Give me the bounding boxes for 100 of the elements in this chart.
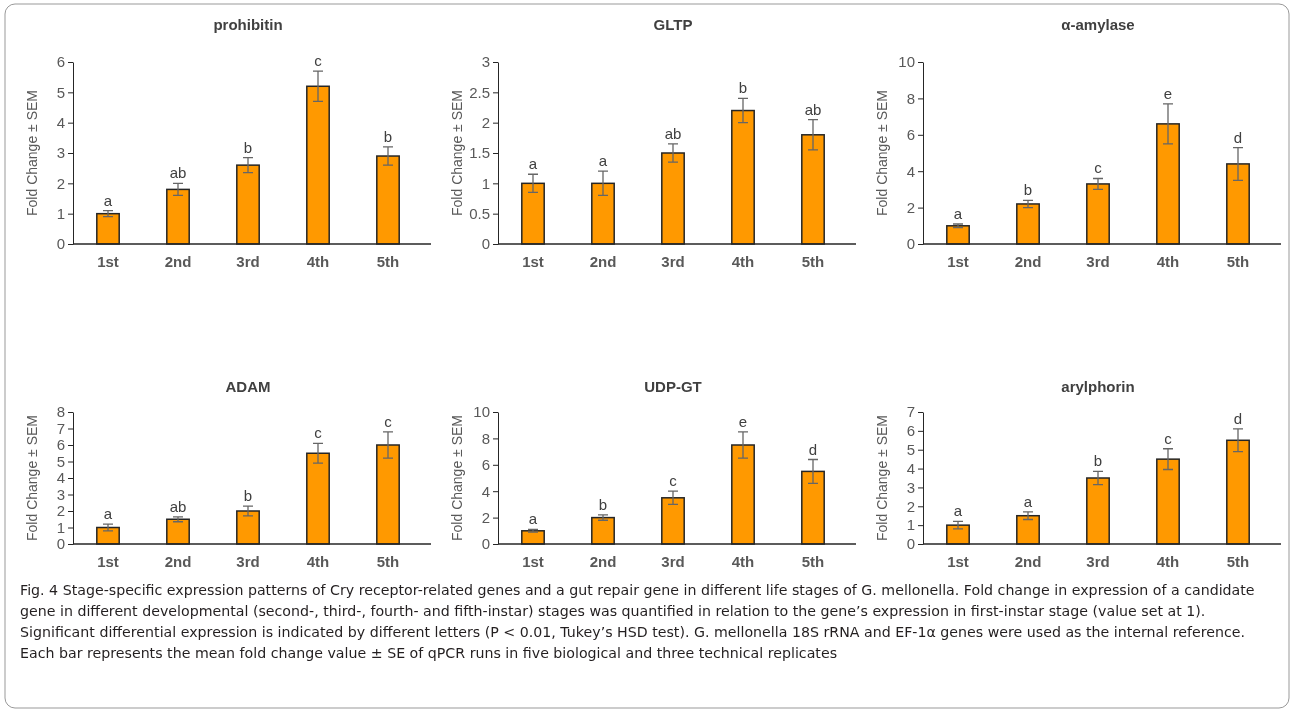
annotation: d — [808, 440, 818, 458]
y-tick-label: 0 — [906, 535, 915, 553]
annotation: ab — [664, 124, 682, 142]
y-tick-label: 1 — [56, 518, 65, 536]
annotation: b — [243, 138, 253, 156]
annotation: c — [669, 472, 678, 490]
x-tick-label: 5th — [1226, 552, 1250, 570]
y-tick-label: 8 — [481, 429, 490, 447]
y-tick-label: 0 — [56, 235, 65, 253]
y-tick-label: 8 — [906, 89, 915, 107]
y-tick-label: 10 — [473, 403, 490, 421]
y-axis-title: Fold Change ± SEM — [24, 90, 40, 216]
x-tick-label: 1st — [522, 252, 544, 270]
y-tick-label: 1 — [906, 516, 915, 534]
annotation: ab — [804, 100, 822, 118]
annotation: ab — [169, 164, 187, 182]
annotation: d — [1233, 128, 1243, 146]
x-tick-label: 3rd — [1086, 252, 1110, 270]
x-tick-label: 2nd — [589, 252, 617, 270]
x-tick-label: 3rd — [661, 252, 685, 270]
y-axis-title: Fold Change ± SEM — [874, 90, 890, 216]
y-axis-title: Fold Change ± SEM — [449, 90, 465, 216]
annotation: b — [243, 487, 253, 505]
annotation: b — [1023, 181, 1033, 199]
annotation: b — [1093, 452, 1103, 470]
x-tick-label: 1st — [947, 252, 969, 270]
y-tick-label: 4 — [906, 162, 915, 180]
x-tick-label: 5th — [376, 552, 400, 570]
y-tick-label: 7 — [906, 403, 915, 421]
x-tick-label: 3rd — [236, 552, 260, 570]
y-tick-label: 3 — [481, 53, 490, 71]
y-tick-label: 2 — [906, 198, 915, 216]
x-tick-label: 1st — [97, 252, 119, 270]
x-tick-label: 3rd — [1086, 552, 1110, 570]
x-tick-label: 2nd — [1014, 552, 1042, 570]
x-tick-label: 2nd — [1014, 252, 1042, 270]
x-tick-label: 3rd — [661, 552, 685, 570]
y-tick-label: 3 — [56, 485, 65, 503]
y-tick-label: 2 — [906, 497, 915, 515]
chart-title: arylphorin — [1061, 378, 1135, 395]
y-tick-label: 4 — [906, 459, 915, 477]
y-tick-label: 0 — [56, 535, 65, 553]
y-tick-label: 6 — [481, 456, 490, 474]
annotation: b — [738, 79, 748, 97]
chart-title: GLTP — [653, 16, 693, 33]
y-tick-label: 0 — [481, 235, 490, 253]
x-tick-label: 5th — [801, 552, 825, 570]
y-tick-label: 4 — [481, 482, 490, 500]
annotation: e — [738, 412, 748, 430]
y-tick-label: 7 — [56, 419, 65, 437]
y-tick-label: 0 — [481, 535, 490, 553]
annotation: a — [528, 510, 538, 528]
y-tick-label: 2 — [481, 113, 490, 131]
x-tick-label: 2nd — [164, 552, 192, 570]
annotation: c — [1164, 429, 1173, 447]
y-tick-label: 4 — [56, 469, 65, 487]
y-tick-label: 0 — [906, 235, 915, 253]
chart-title: α-amylase — [1061, 16, 1135, 33]
y-tick-label: 2 — [56, 174, 65, 192]
y-axis-title: Fold Change ± SEM — [449, 415, 465, 541]
y-tick-label: 2.5 — [469, 83, 490, 101]
annotation: a — [528, 155, 538, 173]
x-tick-label: 4th — [1156, 252, 1180, 270]
x-tick-label: 5th — [1226, 252, 1250, 270]
annotation: b — [598, 495, 608, 513]
annotation: c — [1094, 159, 1103, 177]
y-tick-label: 6 — [906, 126, 915, 144]
x-tick-label: 4th — [306, 552, 330, 570]
annotation: a — [103, 191, 113, 209]
y-tick-label: 2 — [56, 502, 65, 520]
y-tick-label: 0.5 — [469, 204, 490, 222]
chart-title: ADAM — [225, 378, 271, 395]
x-tick-label: 4th — [731, 252, 755, 270]
x-tick-label: 1st — [522, 552, 544, 570]
y-tick-label: 3 — [906, 478, 915, 496]
y-tick-label: 8 — [56, 403, 65, 421]
annotation: a — [103, 505, 113, 523]
y-tick-label: 6 — [906, 422, 915, 440]
annotation: ab — [169, 497, 187, 515]
annotation: d — [1233, 409, 1243, 427]
x-tick-label: 2nd — [589, 552, 617, 570]
x-tick-label: 4th — [306, 252, 330, 270]
annotation: a — [953, 204, 963, 222]
y-tick-label: 1.5 — [469, 144, 490, 162]
y-tick-label: 1 — [56, 204, 65, 222]
x-tick-label: 3rd — [236, 252, 260, 270]
y-axis-title: Fold Change ± SEM — [874, 415, 890, 541]
annotation: c — [314, 424, 323, 442]
y-tick-label: 3 — [56, 144, 65, 162]
y-tick-label: 10 — [898, 53, 915, 71]
y-tick-label: 6 — [56, 436, 65, 454]
annotation: a — [953, 502, 963, 520]
y-tick-label: 2 — [481, 508, 490, 526]
y-axis-title: Fold Change ± SEM — [24, 415, 40, 541]
chart-title: UDP-GT — [644, 378, 702, 395]
y-tick-label: 5 — [56, 452, 65, 470]
x-tick-label: 2nd — [164, 252, 192, 270]
x-tick-label: 1st — [97, 552, 119, 570]
y-tick-label: 1 — [481, 174, 490, 192]
caption: Fig. 4 Stage-specific expression patterns of Cry receptor-related genes and a gut repair gene in different life stages of G. mellonella. Fold change in expression of a candidate gene in different developmental (second-, third-, fourth- and fifth-instar) stages was quantified in relation to the gene’s expression in first-instar stage (value set at 1). Significant differential expression is indicated by different letters (P < 0.01, Tukey’s HSD test). G. mellonella 18S rRNA and EF-1α genes were used as the internal reference. Each bar represents the mean fold change value ± SE of qPCR runs in five biological and three technical replicates — [20, 581, 1256, 663]
